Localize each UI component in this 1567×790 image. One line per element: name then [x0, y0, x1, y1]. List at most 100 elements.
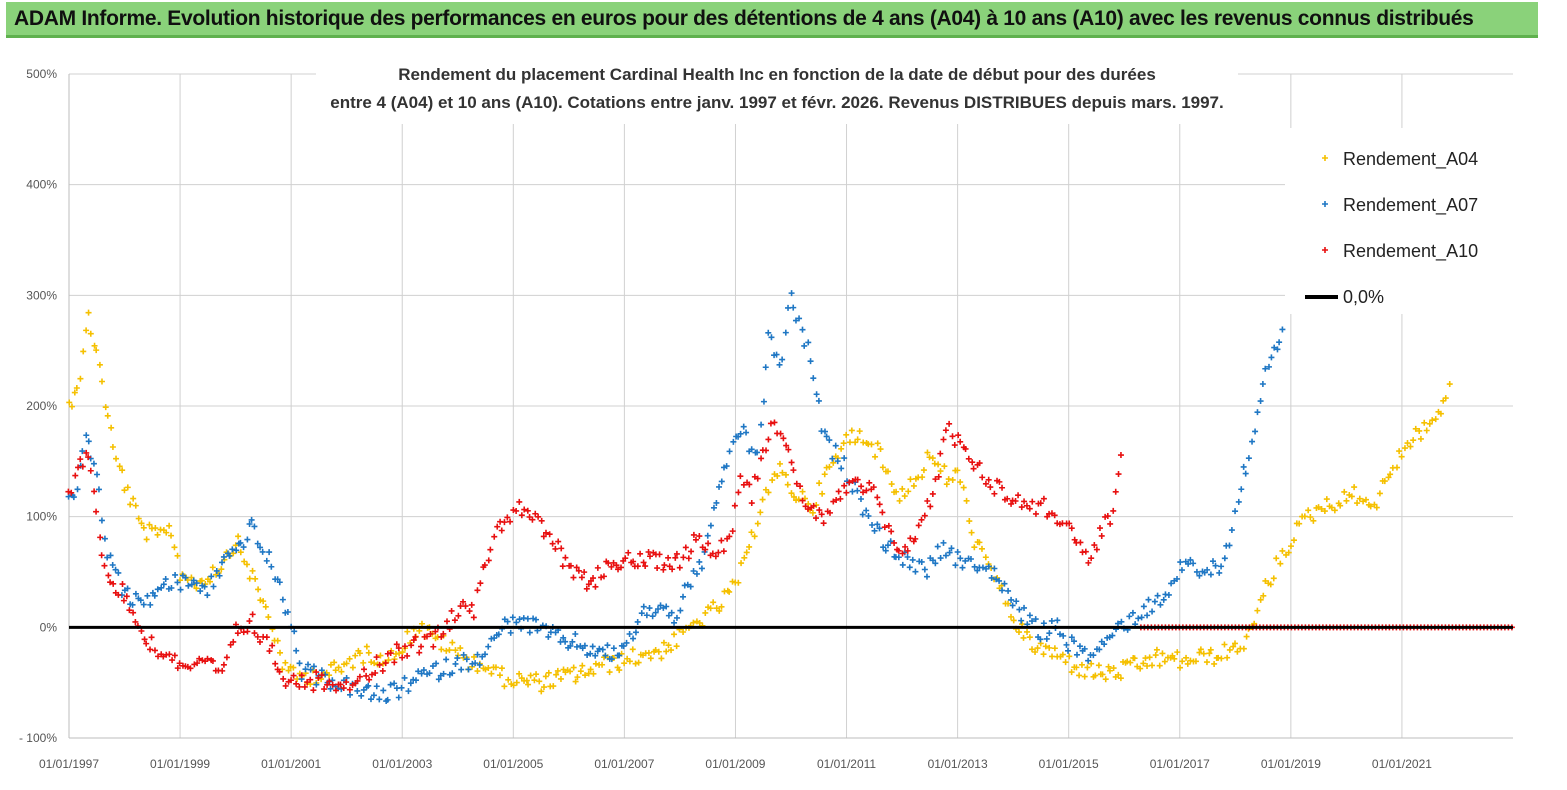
marker-Rendement_A04 — [1032, 648, 1039, 655]
marker-Rendement_A10 — [754, 475, 761, 482]
marker-Rendement_A04 — [474, 668, 481, 675]
marker-Rendement_A04 — [1251, 620, 1258, 627]
marker-Rendement_A04 — [968, 529, 975, 536]
data-points — [65, 290, 1515, 705]
marker-Rendement_A10 — [863, 487, 870, 494]
marker-Rendement_A07 — [1054, 617, 1061, 624]
marker-Rendement_A07 — [1032, 616, 1039, 623]
marker-Rendement_A10 — [799, 497, 806, 504]
marker-Rendement_A10 — [542, 529, 549, 536]
marker-Rendement_A10 — [219, 667, 226, 674]
marker-Rendement_A10 — [326, 678, 333, 685]
legend-swatch-marker — [1322, 201, 1328, 207]
marker-Rendement_A10 — [448, 607, 455, 614]
marker-Rendement_A04 — [1192, 658, 1199, 665]
marker-Rendement_A04 — [1184, 660, 1191, 667]
marker-Rendement_A07 — [1196, 572, 1203, 579]
marker-Rendement_A04 — [396, 650, 403, 657]
marker-Rendement_A04 — [246, 575, 253, 582]
marker-Rendement_A07 — [1013, 598, 1020, 605]
marker-Rendement_A04 — [343, 660, 350, 667]
marker-Rendement_A04 — [629, 646, 636, 653]
marker-Rendement_A07 — [1063, 641, 1070, 648]
marker-Rendement_A07 — [805, 339, 812, 346]
marker-Rendement_A07 — [259, 548, 266, 555]
marker-Rendement_A10 — [549, 540, 556, 547]
marker-Rendement_A07 — [1240, 463, 1247, 470]
marker-Rendement_A10 — [946, 420, 953, 427]
marker-Rendement_A10 — [767, 420, 774, 427]
marker-Rendement_A07 — [1274, 346, 1281, 353]
x-tick-label: 01/01/2017 — [1150, 757, 1210, 771]
marker-Rendement_A04 — [1393, 464, 1400, 471]
marker-Rendement_A07 — [391, 680, 398, 687]
marker-Rendement_A04 — [83, 327, 90, 334]
marker-Rendement_A07 — [652, 609, 659, 616]
marker-Rendement_A04 — [1005, 600, 1012, 607]
marker-Rendement_A10 — [692, 536, 699, 543]
marker-Rendement_A07 — [967, 555, 974, 562]
marker-Rendement_A07 — [220, 553, 227, 560]
y-tick-label: 0% — [40, 620, 58, 634]
marker-Rendement_A04 — [920, 467, 927, 474]
marker-Rendement_A07 — [407, 680, 414, 687]
marker-Rendement_A04 — [741, 554, 748, 561]
marker-Rendement_A10 — [932, 476, 939, 483]
marker-Rendement_A07 — [177, 586, 184, 593]
marker-Rendement_A04 — [377, 652, 384, 659]
marker-Rendement_A04 — [198, 577, 205, 584]
marker-Rendement_A07 — [246, 520, 253, 527]
marker-Rendement_A10 — [1085, 559, 1092, 566]
marker-Rendement_A04 — [976, 539, 983, 546]
marker-Rendement_A07 — [485, 643, 492, 650]
marker-Rendement_A10 — [290, 672, 297, 679]
marker-Rendement_A10 — [654, 565, 661, 572]
marker-Rendement_A04 — [77, 375, 84, 382]
marker-Rendement_A07 — [790, 304, 797, 311]
marker-Rendement_A07 — [946, 549, 953, 556]
marker-Rendement_A04 — [1348, 493, 1355, 500]
marker-Rendement_A07 — [302, 666, 309, 673]
marker-Rendement_A07 — [1279, 326, 1286, 333]
marker-Rendement_A10 — [746, 481, 753, 488]
marker-Rendement_A04 — [1234, 648, 1241, 655]
marker-Rendement_A04 — [954, 467, 961, 474]
marker-Rendement_A04 — [1042, 643, 1049, 650]
marker-Rendement_A10 — [249, 611, 256, 618]
marker-Rendement_A04 — [888, 481, 895, 488]
marker-Rendement_A10 — [244, 628, 251, 635]
marker-Rendement_A10 — [427, 630, 434, 637]
marker-Rendement_A07 — [737, 430, 744, 437]
marker-Rendement_A07 — [1242, 470, 1249, 477]
marker-Rendement_A04 — [718, 603, 725, 610]
marker-Rendement_A07 — [112, 566, 119, 573]
marker-Rendement_A10 — [298, 672, 305, 679]
marker-Rendement_A07 — [1046, 630, 1053, 637]
marker-Rendement_A07 — [458, 666, 465, 673]
marker-Rendement_A10 — [546, 531, 553, 538]
marker-Rendement_A04 — [690, 619, 697, 626]
marker-Rendement_A04 — [1076, 672, 1083, 679]
marker-Rendement_A10 — [410, 637, 417, 644]
marker-Rendement_A04 — [632, 660, 639, 667]
marker-Rendement_A10 — [888, 528, 895, 535]
marker-Rendement_A10 — [310, 687, 317, 694]
marker-Rendement_A04 — [1029, 646, 1036, 653]
marker-Rendement_A07 — [957, 555, 964, 562]
marker-Rendement_A07 — [584, 651, 591, 658]
marker-Rendement_A10 — [529, 516, 536, 523]
marker-Rendement_A07 — [832, 442, 839, 449]
marker-Rendement_A04 — [1117, 675, 1124, 682]
marker-Rendement_A04 — [513, 679, 520, 686]
marker-Rendement_A10 — [97, 534, 104, 541]
marker-Rendement_A10 — [696, 533, 703, 540]
marker-Rendement_A04 — [1066, 653, 1073, 660]
marker-Rendement_A10 — [567, 562, 574, 569]
marker-Rendement_A07 — [1126, 613, 1133, 620]
marker-Rendement_A04 — [96, 361, 103, 368]
marker-Rendement_A10 — [432, 628, 439, 635]
marker-Rendement_A10 — [98, 552, 105, 559]
marker-Rendement_A07 — [608, 656, 615, 663]
marker-Rendement_A10 — [634, 563, 641, 570]
marker-Rendement_A04 — [498, 665, 505, 672]
